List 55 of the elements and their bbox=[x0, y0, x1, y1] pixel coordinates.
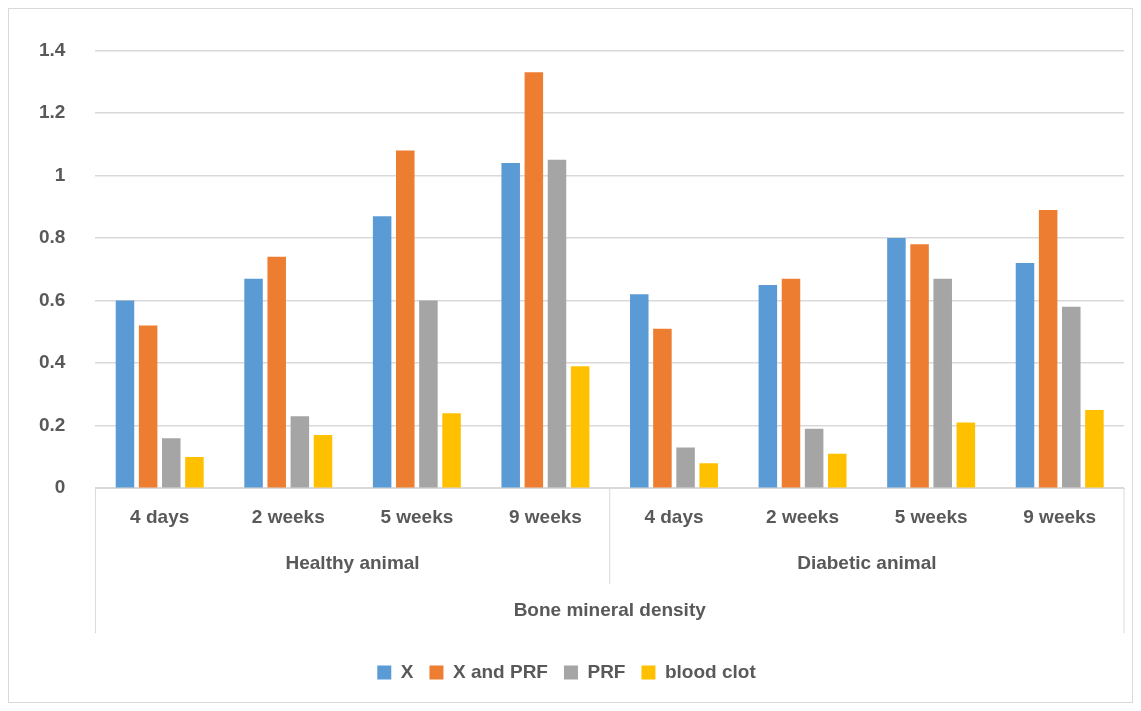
bar bbox=[933, 278, 952, 488]
bar bbox=[162, 438, 181, 488]
x-tick-label: 5 weeks bbox=[894, 505, 968, 527]
bar bbox=[910, 244, 929, 488]
bar bbox=[547, 159, 567, 488]
text: Diabetic animal bbox=[797, 552, 937, 574]
bar bbox=[442, 413, 461, 488]
bar bbox=[570, 366, 590, 488]
legend-label: X bbox=[400, 660, 414, 682]
bar bbox=[1015, 263, 1035, 488]
bar bbox=[804, 428, 824, 488]
text: Healthy animal bbox=[285, 552, 420, 574]
legend-label: blood clot bbox=[664, 660, 757, 682]
bar bbox=[630, 294, 649, 488]
bar bbox=[419, 300, 438, 488]
y-tick-label: 0.4 bbox=[38, 351, 66, 373]
bar bbox=[290, 416, 310, 488]
x-tick-label: 9 weeks bbox=[508, 505, 582, 527]
bar bbox=[138, 325, 158, 488]
legend-label: PRF bbox=[587, 660, 626, 682]
bar bbox=[758, 284, 778, 488]
bar bbox=[313, 435, 333, 488]
bar bbox=[501, 162, 520, 488]
y-tick-label: 0.8 bbox=[38, 226, 66, 248]
bar bbox=[887, 238, 906, 488]
bar bbox=[524, 72, 544, 488]
y-tick-label: 1.2 bbox=[38, 101, 66, 123]
x-tick-label: 4 days bbox=[644, 505, 704, 527]
x-tick-label: 2 weeks bbox=[766, 505, 840, 527]
bar bbox=[115, 300, 135, 488]
y-tick-label: 1 bbox=[54, 163, 66, 185]
x-tick-label: 5 weeks bbox=[380, 505, 454, 527]
y-tick-label: 1.4 bbox=[38, 38, 66, 60]
y-tick-label: 0.2 bbox=[38, 413, 66, 435]
bar bbox=[956, 422, 976, 488]
bar bbox=[267, 256, 286, 488]
x-tick-label: 2 weeks bbox=[251, 505, 325, 527]
bar bbox=[699, 463, 718, 488]
bar bbox=[1085, 410, 1104, 488]
text: Bone mineral density bbox=[513, 599, 707, 621]
bar bbox=[676, 447, 695, 488]
bar bbox=[1062, 306, 1081, 488]
bar bbox=[781, 278, 801, 488]
bar bbox=[372, 216, 392, 488]
x-tick-label: 4 days bbox=[130, 505, 190, 527]
y-tick-label: 0.6 bbox=[38, 288, 66, 310]
bar bbox=[1038, 209, 1058, 488]
legend-label: X and PRF bbox=[452, 660, 548, 682]
y-tick-label: 0 bbox=[54, 476, 66, 498]
bar bbox=[244, 278, 263, 488]
bar bbox=[396, 150, 415, 488]
x-tick-label: 9 weeks bbox=[1023, 505, 1097, 527]
bar bbox=[828, 453, 847, 488]
bar bbox=[653, 328, 672, 488]
bar bbox=[185, 456, 204, 488]
